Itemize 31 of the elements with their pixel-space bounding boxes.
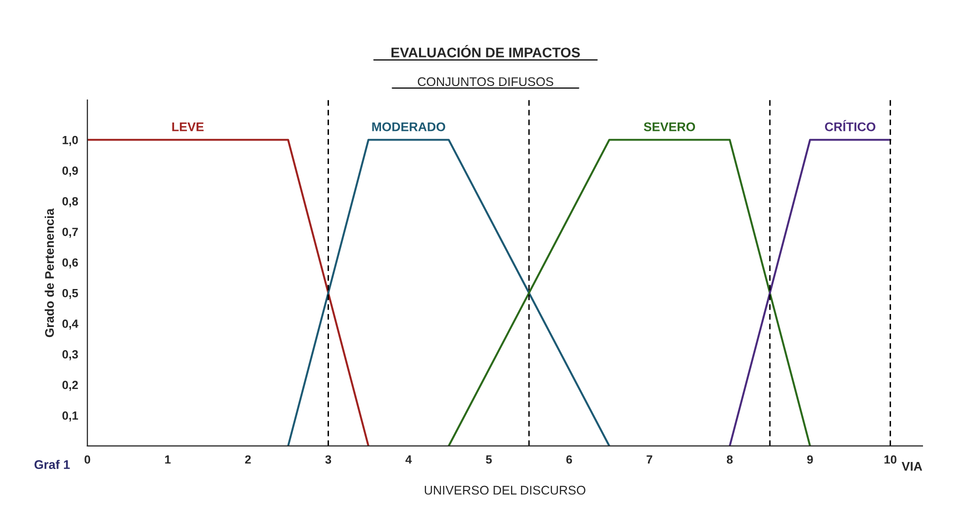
series-label: CRÍTICO bbox=[825, 120, 876, 132]
x-tick-label: 0 bbox=[84, 455, 90, 464]
x-tick-label: 4 bbox=[405, 455, 412, 464]
series-label: LEVE bbox=[172, 122, 204, 132]
series-label: SEVERO bbox=[644, 122, 696, 132]
x-tick-label: 6 bbox=[566, 455, 572, 464]
y-tick-label: 0,5 bbox=[62, 288, 78, 300]
x-tick-label: 2 bbox=[245, 455, 251, 464]
y-tick-label: 0,9 bbox=[62, 166, 78, 177]
series-label: MODERADO bbox=[372, 122, 446, 132]
y-tick-label: 1,0 bbox=[62, 136, 78, 146]
x-axis-title: UNIVERSO DEL DISCURSO bbox=[424, 486, 586, 495]
text: Graf 1 bbox=[34, 460, 70, 470]
text: VIA bbox=[902, 462, 922, 471]
y-tick-label: 0,6 bbox=[62, 258, 78, 268]
y-tick-label: 0,8 bbox=[62, 197, 78, 208]
x-tick-label: 1 bbox=[165, 455, 171, 464]
y-tick-label: 0,2 bbox=[62, 380, 78, 391]
x-tick-label: 3 bbox=[325, 455, 332, 464]
x-tick-label: 5 bbox=[486, 455, 492, 464]
x-tick-label: 9 bbox=[807, 455, 813, 464]
y-tick-label: 0,7 bbox=[62, 228, 78, 238]
y-axis-title: Grado de Pertenencia bbox=[44, 208, 54, 338]
chart-title: EVALUACIÓN DE IMPACTOS bbox=[392, 45, 580, 58]
y-tick-label: 0,3 bbox=[62, 350, 78, 360]
y-tick-label: 0,4 bbox=[62, 320, 78, 330]
x-tick-label: 8 bbox=[726, 455, 733, 464]
chart-subtitle: CONJUNTOS DIFUSOS bbox=[418, 77, 554, 86]
x-tick-label: 7 bbox=[646, 455, 652, 464]
x-tick-label: 10 bbox=[884, 455, 896, 464]
y-tick-label: 0,1 bbox=[62, 411, 78, 422]
